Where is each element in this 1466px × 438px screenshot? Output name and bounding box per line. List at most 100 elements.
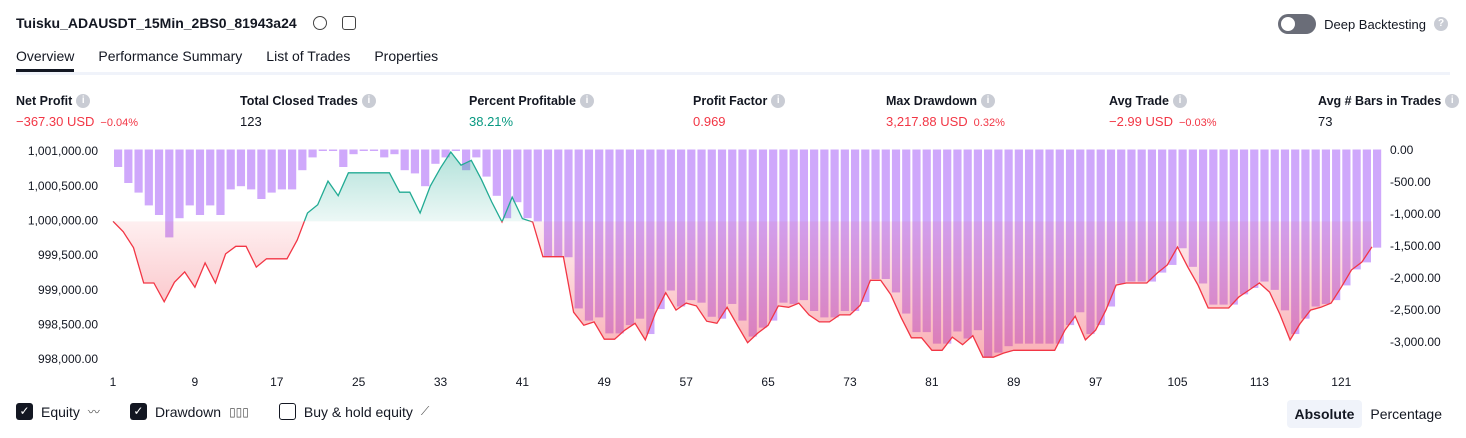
metric-value: 3,217.88 USD	[886, 114, 968, 129]
drawdown-bar	[339, 149, 348, 167]
drawdown-bar	[1362, 149, 1371, 263]
metric-label: Avg Trade i	[1109, 94, 1217, 108]
checkbox[interactable]: ✓	[129, 403, 147, 420]
legend-label: Equity	[41, 403, 80, 420]
info-icon[interactable]: i	[361, 94, 376, 108]
alert-icon[interactable]	[342, 16, 357, 30]
drawdown-bar	[492, 149, 501, 196]
tab[interactable]: Performance Summary	[98, 48, 243, 64]
x-tick-label: 9	[192, 375, 199, 389]
drawdown-bar	[513, 149, 522, 203]
metric-label-text: Net Profit	[16, 94, 73, 108]
x-tick-label: 105	[1168, 375, 1188, 389]
metric-value: 123	[240, 114, 262, 129]
tab[interactable]: Properties	[374, 48, 439, 64]
metric-value: −367.30 USD	[16, 114, 95, 129]
drawdown-bar	[1352, 149, 1361, 270]
x-tick-label: 81	[925, 375, 939, 389]
drawdown-bar	[247, 149, 256, 190]
metric-value-row: 73	[1318, 114, 1459, 129]
drawdown-bar	[1158, 149, 1167, 273]
checkbox[interactable]	[278, 403, 296, 420]
drawdown-bar	[871, 149, 880, 279]
drawdown-bar	[554, 149, 563, 258]
checkbox[interactable]: ✓	[16, 403, 33, 420]
x-tick-label: 41	[516, 375, 530, 389]
drawdown-bar	[124, 149, 133, 183]
drawdown-bar	[267, 149, 276, 193]
drawdown-bar	[431, 149, 440, 164]
mode-button[interactable]: Absolute	[1286, 400, 1363, 428]
drawdown-bar	[1260, 149, 1269, 282]
y-tick-label: 998,500.00	[38, 318, 98, 332]
y-tick-label: 998,000.00	[38, 352, 98, 366]
info-icon[interactable]: i	[771, 94, 786, 108]
y-tick-label: 1,001,000.00	[28, 144, 98, 158]
info-icon[interactable]: i	[1445, 94, 1460, 108]
drawdown-bar	[144, 149, 153, 206]
drawdown-bar	[1137, 149, 1146, 282]
legend-label: Drawdown	[154, 403, 222, 420]
equity-line-up	[112, 150, 533, 222]
y-tick-label: 1,000,000.00	[28, 214, 98, 228]
x-tick-label: 49	[598, 375, 612, 389]
x-tick-label: 57	[680, 375, 694, 389]
drawdown-bar	[1250, 149, 1259, 288]
mode-button[interactable]: Percentage	[1370, 406, 1442, 422]
metric: Percent Profitable i 38.21%	[469, 94, 594, 129]
legend-label: Buy & hold equity	[303, 403, 413, 420]
drawdown-bar	[1342, 149, 1351, 286]
chart: 1,001,000.00 1,000,500.00 1,000,000.00 999,…	[28, 143, 1441, 389]
legend-item[interactable]: ✓ Equity 〰	[16, 403, 100, 420]
deep-backtesting: Deep Backtesting?	[1278, 14, 1448, 34]
drawdown-bar	[206, 149, 215, 206]
y2-tick-label: -3,000.00	[1390, 335, 1441, 349]
x-tick-label: 121	[1331, 375, 1351, 389]
drawdown-bar	[1198, 149, 1208, 284]
drawdown-bar	[288, 149, 297, 190]
drawdown-bar	[462, 149, 471, 171]
metric-pct: 0.32%	[973, 117, 1005, 129]
metric: Total Closed Trades i 123	[240, 94, 376, 129]
x-tick-label: 1	[110, 375, 117, 389]
metric-value: −2.99 USD	[1109, 114, 1173, 129]
legend-item[interactable]: ✓ Drawdown ▯▯▯	[129, 403, 249, 420]
drawdown-bar	[165, 149, 174, 238]
metric: Net Profit i −367.30 USD −0.04%	[16, 94, 138, 129]
metric-label: Max Drawdown i	[886, 94, 1005, 108]
drawdown-bar	[1270, 149, 1279, 290]
tab[interactable]: List of Trades	[266, 48, 351, 64]
info-icon[interactable]: i	[981, 94, 995, 108]
info-icon[interactable]: i	[579, 94, 594, 108]
metric-value: 38.21%	[469, 114, 514, 129]
drawdown-bar	[533, 149, 542, 222]
drawdown-bar	[482, 149, 491, 177]
drawdown-bar	[114, 149, 123, 167]
drawdown-bar	[195, 149, 205, 215]
drawdown-bar	[1168, 149, 1177, 265]
metric-value-row: 38.21%	[469, 114, 594, 129]
tab[interactable]: Overview	[16, 48, 75, 72]
drawdown-bar	[1147, 149, 1157, 282]
drawdown-bar	[502, 149, 512, 219]
y-tick-label: 1,000,500.00	[28, 179, 98, 193]
drawdown-bar	[369, 149, 379, 151]
metric: Max Drawdown i 3,217.88 USD 0.32%	[886, 94, 1005, 129]
x-tick-label: 73	[843, 375, 857, 389]
y-tick-label: 999,500.00	[38, 248, 98, 262]
toggle[interactable]	[1278, 14, 1317, 34]
info-icon[interactable]: i	[76, 94, 91, 108]
drawdown-bar	[236, 149, 246, 187]
settings-icon[interactable]	[312, 16, 327, 30]
drawdown-bar	[154, 149, 164, 215]
drawdown-bar	[257, 149, 266, 199]
y2-tick-label: 0.00	[1390, 143, 1414, 157]
x-tick-label: 25	[352, 375, 366, 389]
y-tick-label: 999,000.00	[38, 283, 98, 297]
x-tick-label: 113	[1250, 375, 1269, 389]
legend-item[interactable]: Buy & hold equity ⟋	[278, 403, 429, 420]
metric-label-text: Avg Trade	[1109, 94, 1169, 108]
x-tick-label: 33	[434, 375, 448, 389]
info-icon[interactable]: i	[1172, 94, 1187, 108]
